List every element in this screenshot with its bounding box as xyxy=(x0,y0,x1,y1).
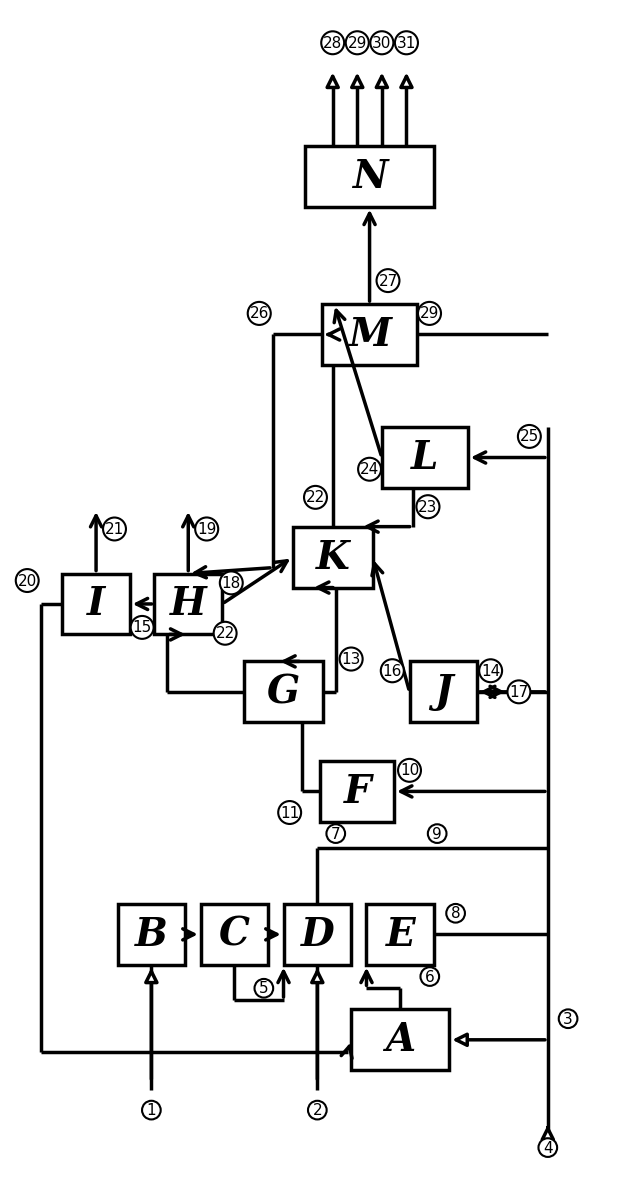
Bar xyxy=(322,305,417,365)
Text: E: E xyxy=(385,916,414,954)
Text: 11: 11 xyxy=(280,805,299,820)
Text: 24: 24 xyxy=(360,462,379,478)
Text: 22: 22 xyxy=(306,491,325,505)
Text: N: N xyxy=(352,158,387,196)
Bar xyxy=(62,574,130,635)
Text: B: B xyxy=(135,916,168,954)
Text: C: C xyxy=(219,916,250,954)
Bar xyxy=(351,1010,449,1070)
Bar xyxy=(117,904,185,965)
Text: 6: 6 xyxy=(425,969,435,984)
Text: 30: 30 xyxy=(372,36,391,51)
Text: H: H xyxy=(170,585,207,623)
Text: 8: 8 xyxy=(450,905,460,921)
Text: 17: 17 xyxy=(509,685,528,699)
Text: M: M xyxy=(348,316,391,354)
Text: 5: 5 xyxy=(259,981,268,995)
Text: 21: 21 xyxy=(105,521,124,537)
Bar xyxy=(409,661,477,723)
Text: F: F xyxy=(343,773,371,811)
Text: I: I xyxy=(87,585,105,623)
Text: 23: 23 xyxy=(418,500,437,514)
Bar xyxy=(154,574,222,635)
Text: 26: 26 xyxy=(249,306,269,321)
Text: 27: 27 xyxy=(378,274,398,288)
Text: 1: 1 xyxy=(146,1102,156,1117)
Bar xyxy=(366,904,434,965)
Text: 28: 28 xyxy=(323,36,342,51)
Text: 13: 13 xyxy=(341,652,360,667)
Text: 16: 16 xyxy=(382,664,402,679)
Bar xyxy=(244,661,323,723)
Bar xyxy=(320,761,394,822)
Text: 20: 20 xyxy=(18,574,37,588)
Text: 9: 9 xyxy=(432,826,441,841)
Bar xyxy=(305,146,434,207)
Text: 31: 31 xyxy=(396,36,416,51)
Text: 25: 25 xyxy=(519,429,539,444)
Text: 2: 2 xyxy=(312,1102,322,1117)
Text: 29: 29 xyxy=(420,306,439,321)
Text: 22: 22 xyxy=(215,626,235,641)
Text: J: J xyxy=(434,673,452,711)
Bar xyxy=(283,904,351,965)
Text: 29: 29 xyxy=(347,36,367,51)
Text: 19: 19 xyxy=(197,521,216,537)
Text: K: K xyxy=(315,538,349,576)
Text: 7: 7 xyxy=(331,826,340,841)
Text: G: G xyxy=(267,673,300,711)
Bar xyxy=(382,428,467,488)
Bar xyxy=(293,527,372,588)
Bar xyxy=(200,904,268,965)
Text: 15: 15 xyxy=(133,620,152,635)
Text: D: D xyxy=(300,916,334,954)
Text: L: L xyxy=(411,438,438,476)
Text: 3: 3 xyxy=(563,1011,573,1026)
Text: 10: 10 xyxy=(399,763,419,779)
Text: A: A xyxy=(385,1020,415,1059)
Text: 14: 14 xyxy=(480,664,500,679)
Text: 18: 18 xyxy=(222,576,241,590)
Text: 4: 4 xyxy=(543,1140,552,1155)
